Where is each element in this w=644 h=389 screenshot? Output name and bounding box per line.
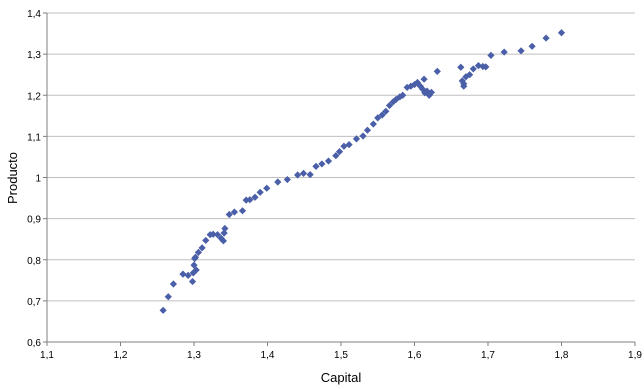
data-point [399,91,407,99]
data-point [469,65,477,73]
x-tick-label: 1,9 [628,350,642,361]
x-tick-label: 1,5 [334,350,348,361]
data-point [487,51,495,59]
data-point [164,293,172,301]
data-point [403,83,411,92]
data-point [299,169,308,177]
data-point [263,184,271,192]
y-tick-label: 0,6 [27,338,41,349]
data-point [202,236,210,245]
data-point [194,248,203,256]
data-point [418,85,427,93]
data-point [306,171,314,179]
data-point [378,111,386,119]
x-tick-label: 1,1 [40,350,54,361]
data-point [209,230,217,238]
data-point [169,280,178,288]
data-point [528,42,536,50]
data-point [466,71,474,79]
y-tick-label: 1 [35,174,41,185]
data-point [274,178,282,186]
data-point [251,193,259,201]
data-point [225,210,233,219]
data-point [184,271,192,279]
data-point [359,132,367,140]
data-point [433,67,441,75]
y-tick-label: 0,9 [27,215,41,226]
data-point [385,101,394,110]
x-tick-label: 1,3 [187,350,201,361]
data-point [192,266,200,274]
data-point [221,224,229,233]
data-point [369,120,377,128]
data-point [189,269,197,277]
data-point [332,152,340,160]
data-point [220,229,228,237]
data-point [396,93,404,101]
data-point [246,196,254,204]
y-tick-label: 1,4 [27,9,41,20]
data-point [294,171,302,179]
data-point [230,208,239,216]
x-tick-label: 1,4 [261,350,275,361]
y-tick-label: 1,1 [27,132,41,143]
data-point [427,88,436,96]
x-tick-label: 1,7 [481,350,495,361]
y-tick-labels: 0,6 0,7 0,8 0,9 1 1,1 1,2 1,3 1,4 [27,9,47,349]
x-tick-label: 1,8 [555,350,569,361]
data-point [312,162,320,170]
data-point [421,89,429,97]
data-point [457,63,465,71]
y-tick-label: 0,7 [27,297,41,308]
data-point [352,135,361,143]
x-tick-labels: 1,1 1,2 1,3 1,4 1,5 1,6 1,7 1,8 1,9 [40,342,642,361]
data-point [179,270,187,278]
data-point [256,188,264,196]
data-point [213,231,222,239]
data-point [517,47,525,55]
gridlines [47,12,635,302]
data-point [482,63,490,71]
y-tick-label: 1,3 [27,50,41,61]
data-point [460,80,468,88]
data-point [374,114,382,122]
x-tick-label: 1,2 [114,350,128,361]
data-point [542,34,550,42]
y-axis-title: Producto [5,152,20,204]
data-point [425,91,433,99]
data-points [159,29,566,314]
data-point [283,175,291,184]
data-point [335,147,344,156]
data-point [458,77,466,85]
data-point [219,237,227,245]
data-point [345,141,353,149]
y-tick-label: 1,2 [27,91,41,102]
data-point [188,277,197,286]
data-point [420,75,428,83]
x-tick-label: 1,6 [408,350,422,361]
data-point [318,160,326,168]
data-point [500,48,508,56]
data-point [198,244,206,252]
data-point [363,126,372,134]
data-point [407,82,415,90]
data-point [191,253,200,261]
data-point [238,207,247,215]
data-point [159,306,167,314]
x-axis-title: Capital [321,370,362,385]
y-tick-label: 0,8 [27,256,41,267]
data-point [557,29,566,37]
data-point [382,107,390,115]
data-point [324,157,333,165]
